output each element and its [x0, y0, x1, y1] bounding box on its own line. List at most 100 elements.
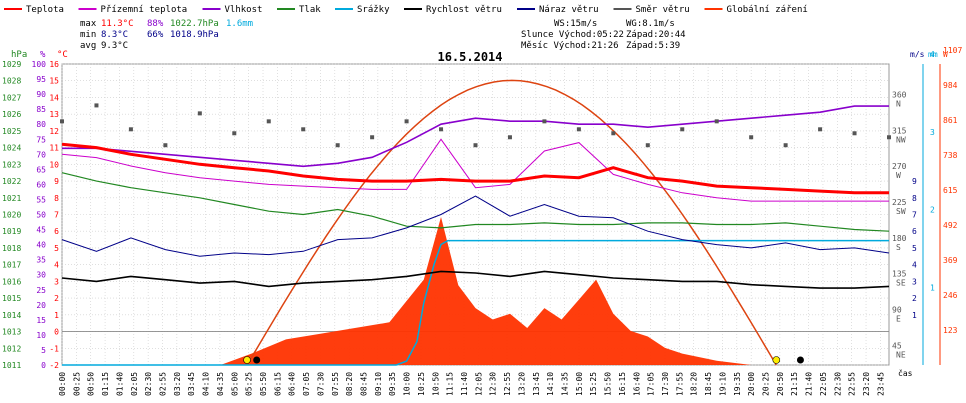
pct-tick: 40 [36, 241, 46, 250]
legend-label-vlhkost: Vlhkost [225, 5, 263, 15]
smer-vetru-point [232, 131, 237, 136]
pct-tick: 85 [36, 105, 46, 114]
x-tick: 18:20 [690, 372, 699, 396]
smer-vetru-point [301, 127, 306, 132]
astro-wg: WG:8.1m/s [626, 19, 675, 29]
x-unit-label: čas [898, 368, 913, 378]
dir-tick-compass: E [896, 314, 901, 323]
pct-tick: 75 [36, 135, 46, 144]
pct-tick: 55 [36, 195, 46, 204]
dir-tick-compass: NE [896, 350, 906, 359]
smer-vetru-point [542, 119, 547, 124]
w-tick: 369 [943, 256, 958, 265]
smer-vetru-point [783, 143, 788, 148]
series-naraz-vetru [61, 195, 890, 257]
stats-min-temp: 8.3°C [101, 30, 128, 40]
degc-tick: 11 [49, 144, 59, 153]
axis-label-degc: °C [57, 50, 68, 60]
x-tick: 23:20 [862, 372, 871, 396]
x-tick: 08:20 [345, 372, 354, 396]
ms-tick: 9 [912, 177, 917, 186]
degc-tick: 10 [49, 160, 59, 169]
axis-label-mm: mm [928, 50, 938, 59]
x-tick: 00:25 [72, 372, 81, 396]
series-teplota [61, 142, 889, 195]
hpa-tick: 1028 [2, 77, 21, 86]
w-tick: 615 [943, 186, 958, 195]
stats-avg-temp: 9.3°C [101, 41, 128, 51]
smer-vetru-point [887, 135, 891, 140]
pct-tick: 65 [36, 165, 46, 174]
x-tick: 23:45 [876, 372, 885, 396]
x-tick: 15:00 [575, 372, 584, 396]
dir-tick: 270 [892, 162, 907, 171]
x-tick: 22:55 [848, 372, 857, 396]
stats-block: max 11.3°C 88% 1022.7hPa 1.6mm min 8.3°C 66% 101… [80, 19, 686, 51]
pct-tick: 80 [36, 120, 46, 129]
axis-label-hpa: hPa [11, 50, 27, 60]
stats-max-label: max [80, 19, 97, 29]
degc-tick: 7 [54, 211, 59, 220]
x-tick: 21:15 [790, 372, 799, 396]
w-tick: 246 [943, 291, 958, 300]
x-tick: 02:55 [159, 372, 168, 396]
degc-tick: 14 [49, 93, 59, 102]
smer-vetru-point [611, 131, 616, 136]
smer-vetru-point [576, 127, 581, 132]
x-tick: 09:35 [388, 372, 397, 396]
x-tick: 22:05 [819, 372, 828, 396]
x-tick: 01:40 [115, 372, 124, 396]
x-tick: 07:05 [302, 372, 311, 396]
legend-label-smer: Směr větru [636, 5, 690, 15]
hpa-tick: 1029 [2, 60, 21, 69]
smer-vetru-point [714, 119, 719, 124]
x-tick: 20:50 [776, 372, 785, 396]
smer-vetru-point [335, 143, 340, 148]
astro-sun-set: Západ:20:44 [626, 30, 686, 40]
x-tick: 10:25 [417, 372, 426, 396]
legend-label-srazky: Srážky [357, 5, 390, 15]
series-layer [60, 79, 891, 366]
hpa-tick: 1027 [2, 93, 21, 102]
x-tick: 20:25 [762, 372, 771, 396]
dir-tick-compass: N [896, 99, 901, 108]
series-globalni-zareni [62, 217, 889, 365]
series-rychlost-vetru [61, 270, 890, 289]
x-tick: 13:45 [532, 372, 541, 396]
axis-label-w: W [943, 50, 948, 59]
stats-max-hum: 88% [147, 19, 164, 29]
x-tick: 07:55 [331, 372, 340, 396]
smer-vetru-point [852, 131, 857, 136]
degc-tick: 15 [49, 77, 59, 86]
stats-min-hum: 66% [147, 30, 164, 40]
legend-label-naraz: Náraz větru [539, 5, 599, 15]
pct-tick: 25 [36, 286, 46, 295]
x-tick: 20:00 [747, 372, 756, 396]
hpa-tick: 1026 [2, 110, 21, 119]
x-tick: 14:35 [561, 372, 570, 396]
axes-layer: hPa% °C1029102810271026102510241023102210… [2, 46, 962, 396]
legend-label-tlak: Tlak [299, 5, 321, 15]
w-tick: 123 [943, 326, 958, 335]
pct-tick: 95 [36, 75, 46, 84]
smer-vetru-point [473, 143, 478, 148]
legend-label-teplota: Teplota [26, 5, 64, 15]
stats-max-temp: 11.3°C [101, 19, 134, 29]
ms-tick: 7 [912, 211, 917, 220]
smer-vetru-point [439, 127, 444, 132]
hpa-tick: 1012 [2, 344, 21, 353]
x-tick: 16:15 [618, 372, 627, 396]
moonrise-marker [796, 356, 804, 364]
x-tick: 22:30 [833, 372, 842, 396]
dir-tick-compass: SE [896, 279, 906, 288]
astro-moon: Měsíc Východ:21:26 [521, 41, 619, 51]
degc-tick: 4 [54, 261, 59, 270]
series-vlhkost [62, 105, 889, 168]
x-tick: 19:35 [733, 372, 742, 396]
hpa-tick: 1021 [2, 194, 21, 203]
x-tick: 05:00 [230, 372, 239, 396]
ms-tick: 1 [912, 311, 917, 320]
dir-tick: 360 [892, 90, 907, 99]
pct-tick: 20 [36, 301, 46, 310]
x-tick: 07:30 [316, 372, 325, 396]
